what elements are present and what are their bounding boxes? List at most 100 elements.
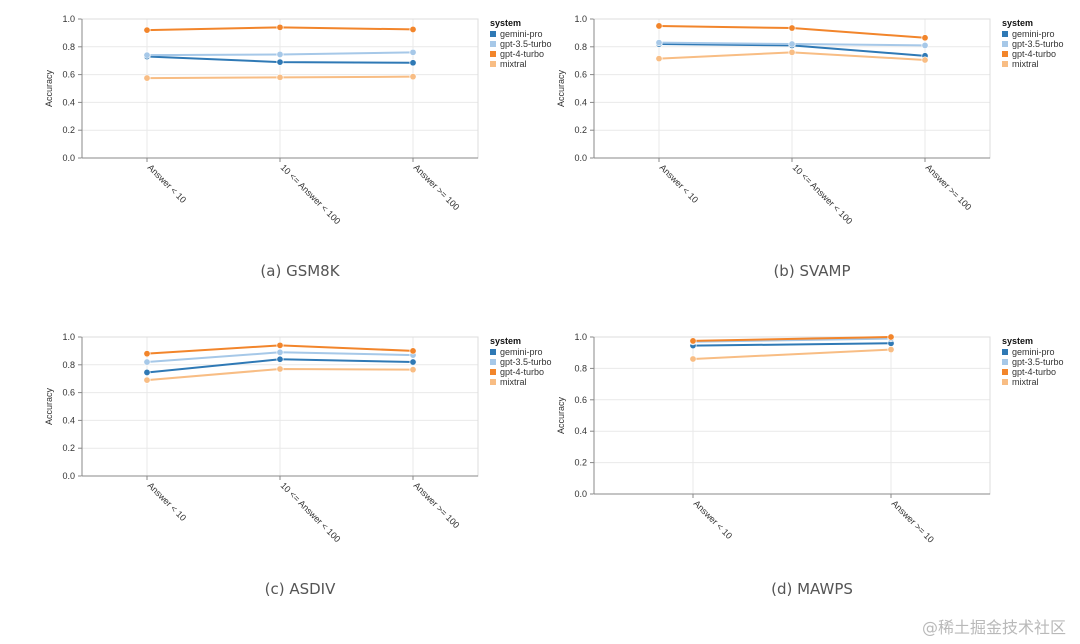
legend-label-gpt-3.5-turbo: gpt-3.5-turbo <box>1012 39 1064 49</box>
data-point-gpt-4-turbo <box>143 350 151 358</box>
legend-label-gpt-3.5-turbo: gpt-3.5-turbo <box>500 357 552 367</box>
data-point-gpt-3.5-turbo <box>921 41 929 49</box>
y-tick-label: 0.0 <box>574 489 587 499</box>
y-tick-label: 0.2 <box>574 458 587 468</box>
legend-label-mixtral: mixtral <box>500 59 527 69</box>
y-tick-label: 0.6 <box>574 395 587 405</box>
y-tick-label: 0.6 <box>62 388 75 398</box>
caption-d: (d) MAWPS <box>771 580 853 598</box>
data-point-mixtral <box>655 55 663 63</box>
legend-label-gemini-pro: gemini-pro <box>500 29 543 39</box>
legend-swatch-gpt-4-turbo <box>1002 51 1008 57</box>
y-axis-label: Accuracy <box>556 396 566 434</box>
legend-swatch-gpt-3.5-turbo <box>490 41 496 47</box>
legend-title: system <box>490 336 521 346</box>
chart-panel-c: 0.0 0.2 0.4 0.6 0.8 1.0 Answer < 10 10 <= Answe… <box>0 0 552 570</box>
chart-panel-d: 0.0 0.2 0.4 0.6 0.8 1.0 Answer < 10 Answer >= 1… <box>556 332 1064 545</box>
data-point-gpt-3.5-turbo <box>143 51 151 59</box>
legend-label-mixtral: mixtral <box>1012 59 1039 69</box>
data-point-mixtral <box>143 376 151 384</box>
data-point-mixtral <box>143 74 151 82</box>
y-tick-label: 0.4 <box>62 415 75 425</box>
legend-swatch-mixtral <box>1002 379 1008 385</box>
legend-swatch-gpt-3.5-turbo <box>490 359 496 365</box>
legend-swatch-gemini-pro <box>1002 349 1008 355</box>
y-tick-label: 0.0 <box>62 471 75 481</box>
data-point-gpt-3.5-turbo <box>276 50 284 58</box>
data-point-gpt-4-turbo <box>887 333 895 341</box>
legend-label-gpt-3.5-turbo: gpt-3.5-turbo <box>500 39 552 49</box>
chart-panel-a: 0.0 0.2 0.4 0.6 0.8 1.0 Answer < 10 10 <= Answe… <box>0 0 552 250</box>
y-tick-label: 0.2 <box>62 443 75 453</box>
series-line-gpt-4-turbo <box>692 336 892 342</box>
y-tick-label: 0.8 <box>574 42 587 52</box>
series-line-mixtral <box>692 348 892 360</box>
legend-title: system <box>1002 336 1033 346</box>
y-tick-label: 1.0 <box>574 14 587 24</box>
data-point-mixtral <box>689 355 697 363</box>
legend-swatch-gpt-3.5-turbo <box>1002 359 1008 365</box>
data-point-mixtral <box>921 56 929 64</box>
data-point-gpt-3.5-turbo <box>409 48 417 56</box>
legend-label-mixtral: mixtral <box>1012 377 1039 387</box>
x-tick-label: Answer >= 10 <box>890 498 936 544</box>
legend-label-gemini-pro: gemini-pro <box>500 347 543 357</box>
y-tick-label: 0.0 <box>62 153 75 163</box>
legend-label-gpt-4-turbo: gpt-4-turbo <box>1012 367 1056 377</box>
legend-swatch-gpt-4-turbo <box>1002 369 1008 375</box>
y-tick-label: 1.0 <box>574 332 587 342</box>
data-point-gemini-pro <box>276 355 284 363</box>
data-point-gpt-4-turbo <box>276 23 284 31</box>
data-point-gpt-4-turbo <box>689 337 697 345</box>
data-point-gpt-4-turbo <box>409 25 417 33</box>
y-axis-label: Accuracy <box>44 387 54 425</box>
data-point-gpt-4-turbo <box>921 34 929 42</box>
x-tick-label: Answer < 10 <box>692 498 735 541</box>
y-tick-label: 0.2 <box>574 125 587 135</box>
y-tick-label: 0.6 <box>62 70 75 80</box>
data-point-mixtral <box>409 73 417 81</box>
caption-b: (b) SVAMP <box>773 262 851 280</box>
y-tick-label: 1.0 <box>62 14 75 24</box>
data-point-mixtral <box>887 346 895 354</box>
y-axis-label: Accuracy <box>44 69 54 107</box>
legend-swatch-mixtral <box>1002 61 1008 67</box>
data-point-mixtral <box>788 48 796 56</box>
data-point-gpt-4-turbo <box>143 26 151 34</box>
legend-label-gemini-pro: gemini-pro <box>1012 347 1055 357</box>
y-tick-label: 0.2 <box>62 125 75 135</box>
legend-swatch-gemini-pro <box>490 349 496 355</box>
legend-label-gpt-4-turbo: gpt-4-turbo <box>500 367 544 377</box>
y-tick-label: 0.8 <box>62 360 75 370</box>
data-point-gpt-4-turbo <box>409 347 417 355</box>
y-tick-label: 0.8 <box>574 363 587 373</box>
y-tick-label: 0.8 <box>62 42 75 52</box>
legend-label-mixtral: mixtral <box>500 377 527 387</box>
legend-label-gpt-4-turbo: gpt-4-turbo <box>500 49 544 59</box>
legend-label-gpt-3.5-turbo: gpt-3.5-turbo <box>1012 357 1064 367</box>
legend-swatch-mixtral <box>490 379 496 385</box>
legend-swatch-gpt-4-turbo <box>490 369 496 375</box>
plot-frame <box>593 336 991 495</box>
data-point-gemini-pro <box>409 59 417 67</box>
data-point-mixtral <box>276 365 284 373</box>
data-point-gpt-4-turbo <box>788 24 796 32</box>
legend-swatch-gpt-4-turbo <box>490 51 496 57</box>
legend-swatch-gemini-pro <box>1002 31 1008 37</box>
chart-panel-b: 0.0 0.2 0.4 0.6 0.8 1.0 Answer < 10 10 <= Answe… <box>0 0 1080 250</box>
caption-a: (a) GSM8K <box>260 262 340 280</box>
legend-swatch-mixtral <box>490 61 496 67</box>
y-tick-label: 1.0 <box>62 332 75 342</box>
y-tick-label: 0.4 <box>574 97 587 107</box>
legend-label-gemini-pro: gemini-pro <box>1012 29 1055 39</box>
legend-swatch-gpt-3.5-turbo <box>1002 41 1008 47</box>
legend-title: system <box>490 18 521 28</box>
series-line-gemini-pro <box>692 342 892 347</box>
data-point-gemini-pro <box>409 358 417 366</box>
data-point-gemini-pro <box>143 368 151 376</box>
legend-label-gpt-4-turbo: gpt-4-turbo <box>1012 49 1056 59</box>
chart-d-svg: 0.0 0.2 0.4 0.6 0.8 1.0 Answer < 10 Answer >= 1… <box>556 332 1064 545</box>
